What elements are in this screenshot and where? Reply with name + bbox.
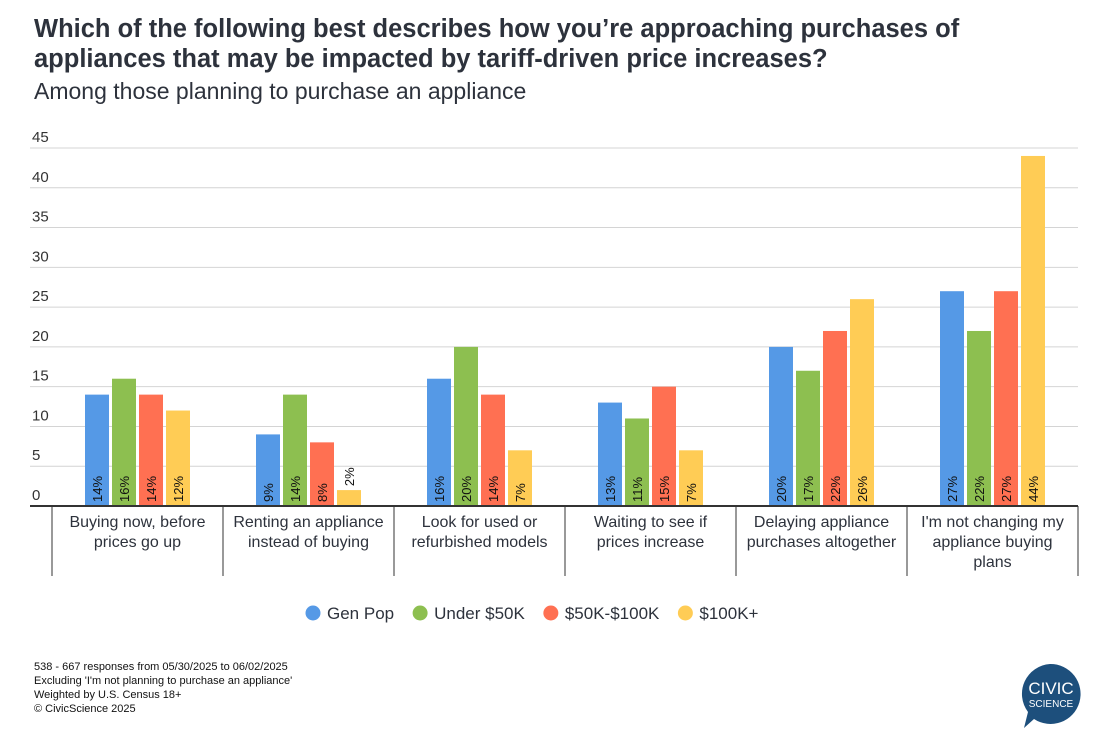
data-label: 26% [855,476,870,502]
data-label: 13% [603,476,618,502]
bar [625,418,649,506]
data-label: 14% [90,476,105,502]
legend-marker [305,605,321,621]
data-label: 8% [315,483,330,502]
data-label: 12% [171,476,186,502]
data-label: 20% [459,476,474,502]
chart-title: Which of the following best describes ho… [34,15,960,73]
y-tick-label: 0 [32,487,40,504]
y-tick-label: 10 [32,407,49,424]
civicscience-logo: CIVIC SCIENCE [1021,663,1081,728]
data-label: 20% [774,476,789,502]
legend-label: $50K-$100K [565,604,660,623]
y-tick-label: 45 [32,129,49,146]
footnote-line: Weighted by U.S. Census 18+ [34,689,182,701]
x-tick-label: prices go up [94,534,181,551]
x-tick-label: Renting an appliance [233,514,383,531]
data-label: 7% [684,483,699,502]
y-tick-label: 35 [32,209,49,226]
bar [256,434,280,506]
data-label: 14% [486,476,501,502]
bar [994,291,1018,506]
footnotes: 538 - 667 responses from 05/30/2025 to 0… [34,660,292,716]
x-tick-label: refurbished models [411,534,547,551]
bar [283,394,307,506]
data-label: 15% [657,476,672,502]
legend-marker [543,605,559,621]
x-tick-label: prices increase [597,534,705,551]
bar [481,394,505,506]
bar [967,330,991,506]
bar [166,410,190,506]
footnote-line: 538 - 667 responses from 05/30/2025 to 0… [34,661,288,673]
legend-marker [412,605,428,621]
y-tick-label: 30 [32,248,49,265]
data-label: 16% [117,476,132,502]
bar [427,378,451,506]
bar [598,402,622,506]
bar [679,450,703,506]
legend-label: Under $50K [434,604,525,623]
x-tick-label: Delaying appliance [754,514,889,531]
bar [139,394,163,506]
data-label: 2% [342,467,357,486]
data-label: 9% [261,483,276,502]
data-label: 22% [828,476,843,502]
bar [652,386,676,506]
logo-text: CIVIC [1028,679,1073,698]
logo-text: SCIENCE [1029,699,1074,710]
bar [454,346,478,506]
y-tick-label: 40 [32,169,49,186]
x-tick-label: appliance buying [932,534,1052,551]
footnote-line: © CivicScience 2025 [34,703,136,715]
legend-label: Gen Pop [327,604,394,623]
bar [85,394,109,506]
y-tick-label: 25 [32,288,49,305]
bar [112,378,136,506]
x-tick-label: Buying now, before [69,514,205,531]
x-tick-label: I'm not changing my [921,514,1064,531]
x-tick-label: purchases altogether [747,534,897,551]
x-tick-label: Look for used or [422,514,538,531]
bar [850,299,874,506]
x-tick-label: instead of buying [248,534,369,551]
data-label: 16% [432,476,447,502]
bar [940,291,964,506]
data-label: 27% [999,476,1014,502]
bar [823,330,847,506]
data-label: 11% [630,477,645,502]
y-tick-label: 20 [32,328,49,345]
bar [769,346,793,506]
legend-marker [677,605,693,621]
bar [337,490,361,506]
data-label: 14% [144,476,159,502]
bar [1021,155,1045,506]
data-label: 27% [945,476,960,502]
y-tick-label: 5 [32,447,40,464]
data-label: 14% [288,476,303,502]
data-label: 22% [972,476,987,502]
x-tick-label: plans [973,554,1011,571]
data-label: 44% [1026,476,1041,502]
y-tick-label: 15 [32,368,49,385]
bar [796,370,820,506]
bar [508,450,532,506]
bar [310,442,334,506]
x-tick-label: Waiting to see if [594,514,708,531]
data-label: 7% [513,483,528,502]
footnote-line: Excluding 'I'm not planning to purchase … [34,675,293,687]
data-label: 17% [801,476,816,502]
legend-label: $100K+ [699,604,758,623]
chart-subtitle: Among those planning to purchase an appl… [34,78,527,104]
